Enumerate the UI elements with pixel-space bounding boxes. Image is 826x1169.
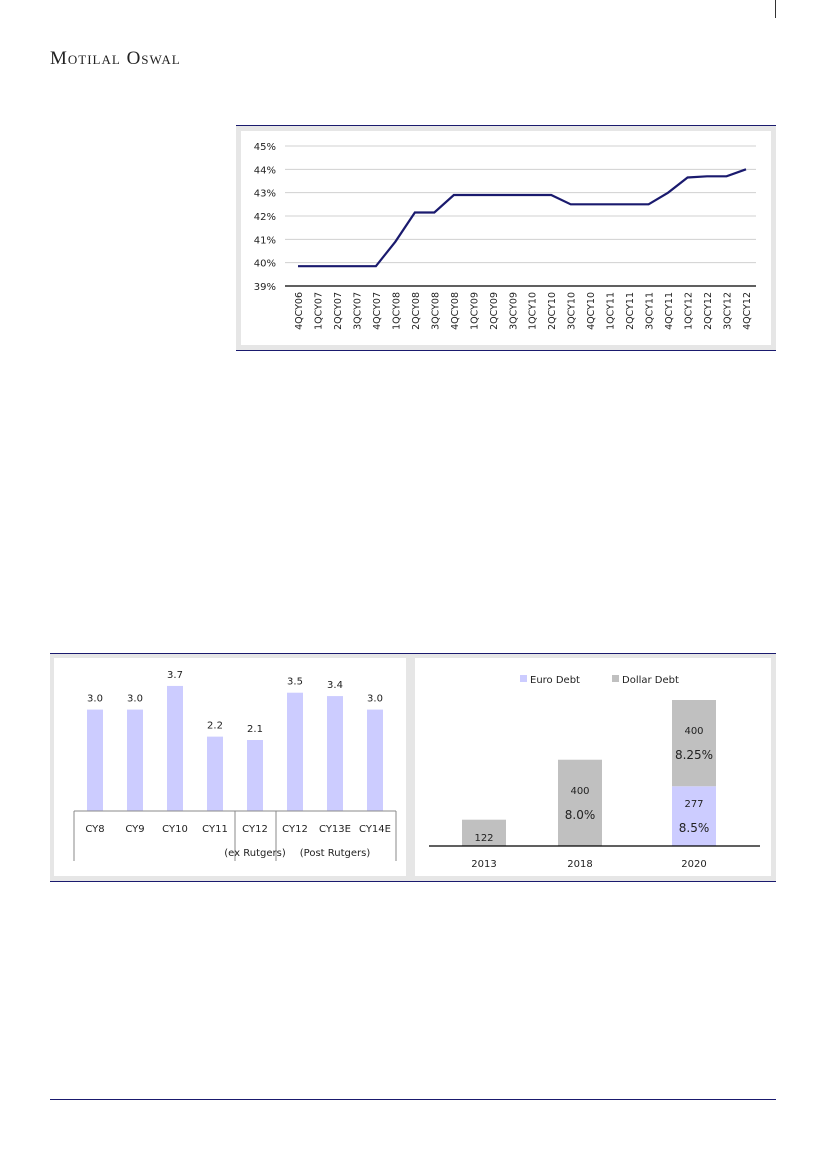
stacked-bar-segment bbox=[672, 700, 716, 787]
x-tick-label: 2013 bbox=[471, 859, 496, 870]
x-tick-label: 3QCY09 bbox=[508, 292, 519, 330]
x-tick-label: 2QCY07 bbox=[333, 292, 344, 330]
x-tick-label: 4QCY10 bbox=[586, 292, 597, 330]
segment-rate-label: 8.0% bbox=[565, 808, 596, 822]
x-tick-label: 2018 bbox=[567, 859, 592, 870]
bar bbox=[87, 709, 103, 811]
brand-logo: Motilal Oswal bbox=[50, 48, 181, 69]
x-tick-label: 4QCY08 bbox=[450, 292, 461, 330]
x-tick-label: 4QCY07 bbox=[372, 292, 383, 330]
segment-value-label: 400 bbox=[684, 726, 703, 737]
bar bbox=[207, 736, 223, 811]
x-tick-label: 1QCY07 bbox=[313, 292, 324, 330]
bar bbox=[247, 740, 263, 811]
segment-rate-label: 8.25% bbox=[675, 748, 713, 762]
bar-value-label: 3.0 bbox=[87, 694, 103, 705]
x-tick-label: CY14E bbox=[359, 824, 391, 835]
x-tick-label: 2QCY11 bbox=[625, 292, 636, 330]
bar-value-label: 3.0 bbox=[367, 694, 383, 705]
x-tick-label: 2020 bbox=[681, 859, 706, 870]
x-tick-label: 1QCY12 bbox=[684, 292, 695, 330]
y-tick-label: 40% bbox=[254, 259, 276, 270]
x-tick-label: 1QCY11 bbox=[606, 292, 617, 330]
bar bbox=[167, 685, 183, 811]
segment-rate-label: 8.5% bbox=[679, 821, 710, 835]
series-line bbox=[298, 168, 747, 268]
group-label: (Post Rutgers) bbox=[300, 848, 371, 859]
legend-swatch bbox=[612, 675, 619, 682]
x-tick-label: 2QCY08 bbox=[411, 292, 422, 330]
x-tick-label: CY12 bbox=[282, 824, 308, 835]
legend-label: Dollar Debt bbox=[622, 675, 679, 686]
x-tick-label: CY11 bbox=[202, 824, 228, 835]
x-tick-label: 1QCY10 bbox=[528, 292, 539, 330]
y-tick-label: 44% bbox=[254, 165, 276, 176]
x-tick-label: CY8 bbox=[85, 824, 104, 835]
y-tick-label: 45% bbox=[254, 142, 276, 153]
x-tick-label: CY9 bbox=[125, 824, 144, 835]
footer-rule bbox=[50, 1099, 776, 1100]
x-tick-label: 1QCY09 bbox=[469, 292, 480, 330]
top-rule bbox=[775, 0, 776, 18]
stacked-bar-segment bbox=[558, 759, 602, 846]
y-tick-label: 42% bbox=[254, 212, 276, 223]
bar-value-label: 3.0 bbox=[127, 694, 143, 705]
x-tick-label: 2QCY09 bbox=[489, 292, 500, 330]
x-tick-label: 3QCY08 bbox=[430, 292, 441, 330]
bar-value-label: 3.4 bbox=[327, 680, 343, 691]
bar bbox=[127, 709, 143, 811]
bar-value-label: 3.7 bbox=[167, 670, 183, 681]
stacked-bar-segment bbox=[462, 819, 506, 846]
bar-value-label: 2.2 bbox=[207, 721, 223, 732]
x-tick-label: CY13E bbox=[319, 824, 351, 835]
x-tick-label: 3QCY11 bbox=[645, 292, 656, 330]
segment-value-label: 277 bbox=[684, 799, 703, 810]
bar bbox=[287, 692, 303, 811]
x-tick-label: CY10 bbox=[162, 824, 188, 835]
line-chart-frame bbox=[236, 125, 776, 351]
group-label: (ex Rutgers) bbox=[224, 848, 286, 859]
x-tick-label: 4QCY11 bbox=[664, 292, 675, 330]
bar-value-label: 3.5 bbox=[287, 677, 303, 688]
y-tick-label: 39% bbox=[254, 282, 276, 293]
legend-label: Euro Debt bbox=[530, 675, 580, 686]
y-tick-label: 43% bbox=[254, 189, 276, 200]
x-tick-label: CY12 bbox=[242, 824, 268, 835]
x-tick-label: 2QCY10 bbox=[547, 292, 558, 330]
segment-value-label: 122 bbox=[474, 833, 493, 844]
y-tick-label: 41% bbox=[254, 235, 276, 246]
x-tick-label: 3QCY12 bbox=[723, 292, 734, 330]
legend-swatch bbox=[520, 675, 527, 682]
bar-value-label: 2.1 bbox=[247, 724, 263, 735]
x-tick-label: 3QCY07 bbox=[352, 292, 363, 330]
bar bbox=[327, 696, 343, 811]
line-chart: 39% 40% 41% 42% 43% 44% 45% 4QCY06 1QCY07 2QCY07 3… bbox=[254, 142, 756, 330]
x-tick-label: 2QCY12 bbox=[703, 292, 714, 330]
stacked-bar-segment bbox=[672, 786, 716, 846]
segment-value-label: 400 bbox=[570, 786, 589, 797]
x-tick-label: 3QCY10 bbox=[567, 292, 578, 330]
x-tick-label: 4QCY12 bbox=[742, 292, 753, 330]
x-tick-label: 1QCY08 bbox=[391, 292, 402, 330]
bar bbox=[367, 709, 383, 811]
x-tick-label: 4QCY06 bbox=[294, 292, 305, 330]
